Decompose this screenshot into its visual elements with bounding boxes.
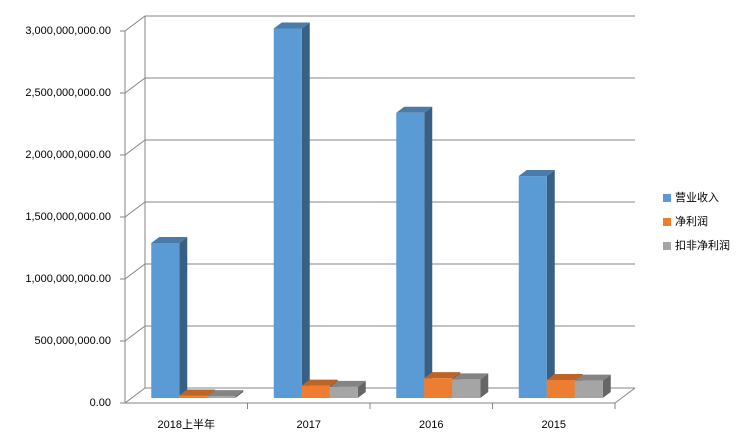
bar-front [396,112,425,399]
bar-top [179,389,216,396]
bar-side [235,390,244,398]
grid-line [124,15,635,32]
bar-front [424,378,453,398]
bar-side [357,380,366,398]
bar-top [329,380,366,387]
bar-top [574,374,611,381]
y-tick-label: 3,000,000,000.00 [25,25,111,37]
legend-label: 净利润 [675,214,708,228]
bar-front [452,379,481,398]
grid-line [124,201,635,218]
bar-top [518,170,555,177]
bar-top [151,237,188,243]
legend-label: 扣非净利润 [675,238,730,252]
x-tick-label: 2015 [542,419,566,431]
grid-line [124,77,635,94]
legend-swatch [663,194,671,202]
bar-front [574,380,603,398]
y-tick-label: 1,000,000,000.00 [25,273,111,285]
bar-top [452,373,489,380]
bar-front [301,385,330,398]
bar [396,106,433,399]
bar [273,22,310,398]
grid-line [124,325,635,342]
y-tick-label: 1,500,000,000.00 [25,211,111,223]
bar-front [179,395,208,398]
bar [574,374,611,398]
x-tick-label: 2017 [297,419,321,431]
bar-front [273,28,302,398]
bar-front [207,396,236,398]
bar-top [396,106,433,113]
bar-top [546,374,583,381]
y-tick-label: 2,000,000,000.00 [25,149,111,161]
bar-front [329,386,358,398]
bar-front [151,243,180,398]
y-tick-label: 500,000,000.00 [35,335,111,347]
bar [207,390,244,398]
bar [329,380,366,398]
x-tick-label: 2016 [419,419,443,431]
legend-swatch [663,242,671,250]
grid-line [124,139,635,156]
bar-side [179,237,188,398]
bar-top [273,22,310,29]
y-tick-label: 0.00 [90,397,111,409]
bar-front [518,176,547,398]
bar-front [546,380,575,398]
bar-side [480,373,489,398]
bar [151,237,188,398]
bar-top [424,372,461,379]
bar-side [424,106,433,399]
bar-top [301,379,338,386]
bar [518,170,555,398]
bar-side [546,170,555,398]
legend-label: 营业收入 [675,190,719,204]
y-tick-label: 2,500,000,000.00 [25,87,111,99]
floor-right-edge [614,387,636,404]
x-tick-label: 2018上半年 [158,417,215,431]
legend-swatch [663,218,671,226]
bar-side [602,374,611,398]
bar [452,373,489,398]
bar-top [207,390,244,397]
bar-side [301,22,310,398]
grid-line [124,263,635,280]
